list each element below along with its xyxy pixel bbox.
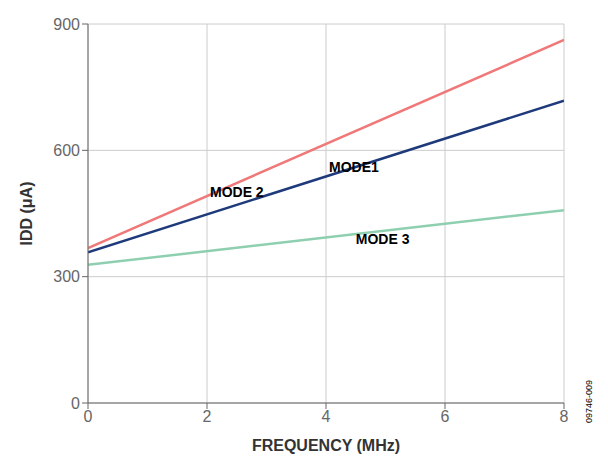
svg-text:600: 600	[53, 142, 80, 159]
svg-text:0: 0	[71, 395, 80, 412]
svg-text:MODE 3: MODE 3	[356, 231, 410, 247]
svg-text:6: 6	[441, 408, 450, 425]
svg-text:2: 2	[203, 408, 212, 425]
svg-text:FREQUENCY (MHz): FREQUENCY (MHz)	[252, 437, 400, 454]
svg-text:MODE 2: MODE 2	[210, 184, 264, 200]
svg-text:300: 300	[53, 268, 80, 285]
html-text:09746-009: 09746-009	[584, 380, 594, 423]
svg-text:MODE1: MODE1	[329, 159, 379, 175]
svg-text:900: 900	[53, 16, 80, 33]
svg-text:8: 8	[560, 408, 569, 425]
svg-text:IDD (μA): IDD (μA)	[18, 182, 35, 246]
svg-text:0: 0	[84, 408, 93, 425]
svg-text:4: 4	[322, 408, 331, 425]
